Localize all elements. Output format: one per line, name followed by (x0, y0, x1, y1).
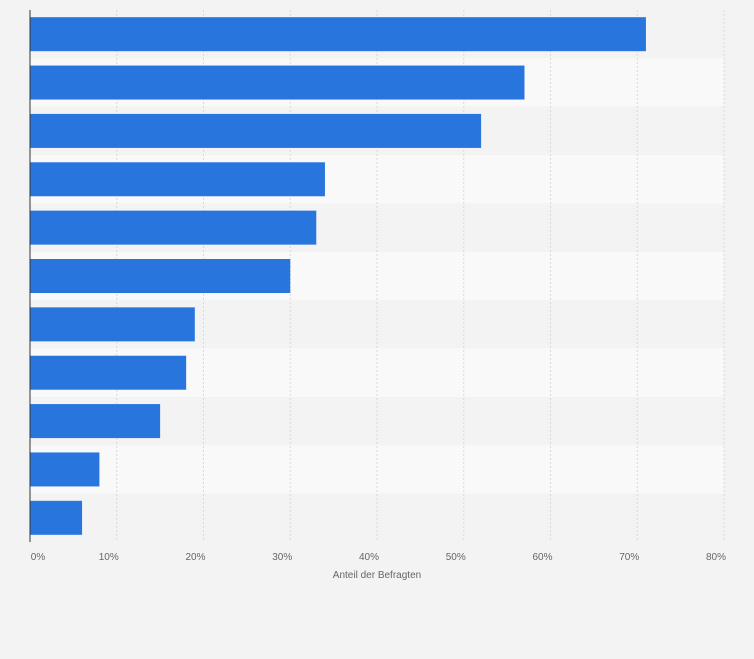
bar[interactable] (30, 259, 291, 293)
x-tick-labels: 0% 10% 20% 30% 40% 50% 60% 70% 80% (31, 552, 726, 563)
x-tick-label: 20% (185, 552, 205, 563)
x-tick-label: 0% (31, 552, 46, 563)
x-tick-label: 40% (359, 552, 379, 563)
x-axis-title: Anteil der Befragten (333, 570, 421, 581)
bar[interactable] (30, 162, 325, 197)
bar[interactable] (30, 500, 83, 535)
row-band (30, 493, 724, 542)
bar[interactable] (30, 404, 161, 439)
row-band (30, 445, 724, 494)
bar[interactable] (30, 355, 187, 390)
x-tick-label: 50% (446, 552, 466, 563)
x-tick-label: 70% (619, 552, 639, 563)
x-tick-label: 30% (272, 552, 292, 563)
x-tick-label: 80% (706, 552, 726, 563)
x-tick-label: 10% (99, 552, 119, 563)
bar[interactable] (30, 17, 646, 52)
bar[interactable] (30, 210, 317, 245)
bar[interactable] (30, 113, 482, 148)
x-tick-label: 60% (532, 552, 552, 563)
bar[interactable] (30, 452, 100, 487)
bar[interactable] (30, 307, 195, 342)
bars (30, 17, 646, 535)
bar[interactable] (30, 65, 525, 100)
